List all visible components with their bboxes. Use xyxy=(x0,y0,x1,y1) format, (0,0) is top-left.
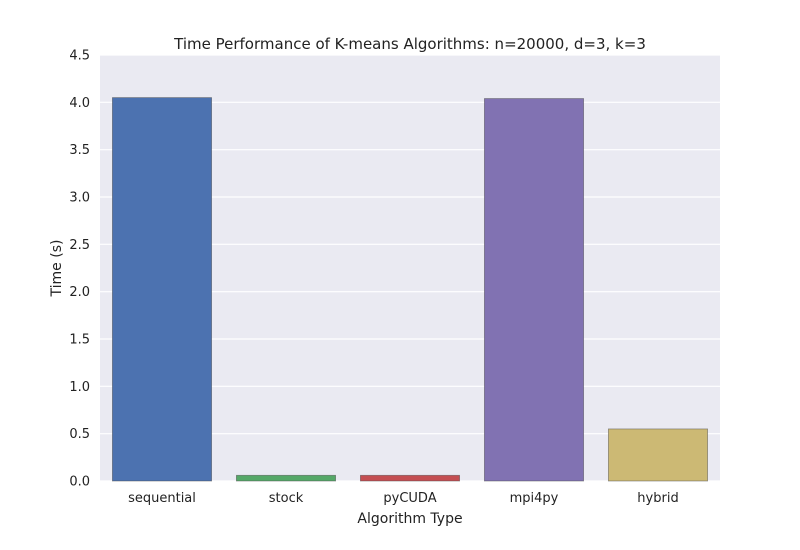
y-tick-label: 0.5 xyxy=(69,427,90,442)
y-tick-label: 4.5 xyxy=(69,49,90,64)
y-tick-label: 4.0 xyxy=(69,96,90,111)
bar-pycuda xyxy=(359,474,460,482)
x-tick-label: stock xyxy=(269,491,304,506)
bar-mpi4py xyxy=(483,98,584,482)
y-tick-label: 2.0 xyxy=(69,285,90,300)
x-tick-label: pyCUDA xyxy=(383,491,436,506)
y-tick-label: 1.5 xyxy=(69,333,90,348)
y-tick-label: 0.0 xyxy=(69,475,90,490)
y-tick-label: 3.5 xyxy=(69,143,90,158)
x-tick-label: hybrid xyxy=(637,491,678,506)
y-axis-label: Time (s) xyxy=(49,240,65,298)
x-tick-labels: sequential stock pyCUDA mpi4py hybrid xyxy=(128,491,679,506)
bar-stock xyxy=(235,474,336,482)
x-tick-label: mpi4py xyxy=(510,491,559,506)
x-axis-label: Algorithm Type xyxy=(357,511,462,527)
y-tick-label: 3.0 xyxy=(69,191,90,206)
bar-hybrid xyxy=(608,428,709,482)
y-tick-label: 1.0 xyxy=(69,380,90,395)
bar-sequential xyxy=(112,97,212,482)
bars xyxy=(112,97,709,482)
y-tick-label: 2.5 xyxy=(69,238,90,253)
x-tick-label: sequential xyxy=(128,491,196,506)
chart-title: Time Performance of K-means Algorithms: … xyxy=(173,35,646,53)
y-tick-labels: 0.0 0.5 1.0 1.5 2.0 2.5 3.0 3.5 4.0 4.5 xyxy=(69,49,90,490)
